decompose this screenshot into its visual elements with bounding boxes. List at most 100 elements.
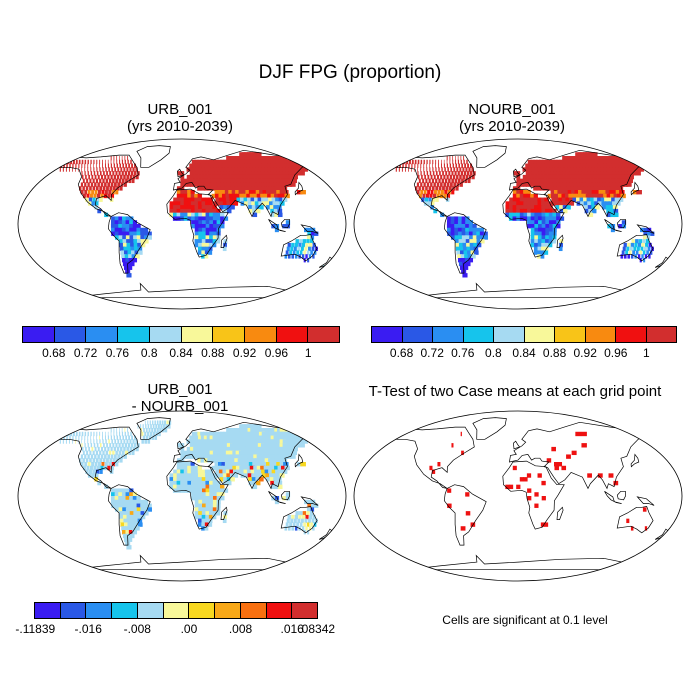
- map-nourb: [353, 138, 683, 310]
- colorbar-tick-label: .00: [180, 622, 198, 636]
- coastline-australia: [280, 506, 318, 534]
- colorbar-tick-label: 0.88: [542, 346, 567, 360]
- colorbar-tick-label: 0.8: [140, 346, 158, 360]
- coastline-uk: [513, 440, 521, 450]
- colorbar-swatch: [60, 603, 87, 618]
- coastline-greenland: [472, 145, 507, 168]
- coastline-indonesia: [268, 219, 286, 232]
- coastline-africa: [166, 460, 229, 530]
- coastline-antarctica: [406, 554, 633, 571]
- coastline-uk: [513, 168, 521, 178]
- coastline-borneo: [616, 490, 626, 501]
- colorbar-swatch: [646, 327, 676, 342]
- significance-note: Cells are significant at 0.1 level: [442, 613, 608, 627]
- colorbar-swatch: [54, 327, 87, 342]
- coastline-madagascar: [556, 506, 564, 520]
- colorbar-tick-label: 0.84: [512, 346, 536, 360]
- map-border: [17, 410, 347, 582]
- colorbar-tick-label: -.11839: [15, 622, 56, 636]
- coastline-samerica: [107, 212, 151, 274]
- colorbar-swatch: [292, 603, 318, 618]
- coastline-africa: [502, 188, 565, 258]
- coastline-borneo: [280, 490, 290, 501]
- colorbar-swatches: [371, 326, 677, 343]
- coastline-greenland: [136, 417, 171, 440]
- coastline-madagascar: [220, 506, 228, 520]
- map-ttest: [353, 410, 683, 582]
- coastline-borneo: [616, 218, 626, 229]
- colorbar-tick-label: 0.76: [451, 346, 475, 360]
- colorbar-diff: -.11839 -.016 -.008 .00 .008 .016.08342: [15, 602, 335, 636]
- colorbar-tick-label: .008: [228, 622, 253, 636]
- colorbar-tick-label: 0.68: [42, 346, 66, 360]
- colorbar-swatch: [372, 327, 403, 342]
- coastline-namerica: [57, 154, 139, 217]
- colorbar-swatch: [524, 327, 555, 342]
- colorbar-tick-label: 0.72: [420, 346, 444, 360]
- colorbar-swatch: [163, 603, 190, 618]
- map-cells: [59, 152, 331, 278]
- coastline-japan: [630, 453, 640, 468]
- coastline-newguinea: [300, 496, 319, 506]
- map-diff: [17, 410, 347, 582]
- map-cells: [59, 420, 331, 550]
- coastline-greenland: [136, 145, 171, 168]
- coastline-indonesia: [604, 219, 622, 232]
- colorbar-swatch: [433, 327, 464, 342]
- coastline-samerica: [107, 484, 151, 546]
- colorbar-swatch: [112, 603, 138, 618]
- colorbar-tick-label: 0.8: [485, 346, 502, 360]
- coastline-australia: [616, 234, 654, 262]
- coastline-japan: [294, 181, 304, 196]
- colorbar-tick-label: 0.72: [73, 346, 98, 360]
- coastline-newguinea: [300, 224, 319, 234]
- panel-title-nourb: NOURB_001 (yrs 2010-2039): [459, 101, 565, 135]
- colorbar-swatch: [189, 603, 216, 618]
- colorbar-tick-label: 0.96: [264, 346, 289, 360]
- coastline-eurasia: [172, 149, 312, 218]
- coastline-eurasia: [508, 421, 648, 490]
- colorbar-swatch: [240, 603, 267, 618]
- colorbar-swatch: [463, 327, 494, 342]
- coastline-borneo: [280, 218, 290, 229]
- coastline-japan: [630, 181, 640, 196]
- colorbar-tick-label: .016: [280, 622, 304, 636]
- coastline-africa: [502, 460, 565, 530]
- coastline-uk: [177, 440, 185, 450]
- panel-title-diff: URB_001 - NOURB_001: [131, 381, 229, 415]
- colorbar-tick-label: 1: [304, 346, 312, 360]
- coastline-indonesia: [268, 491, 286, 504]
- colorbar-swatch: [118, 327, 150, 342]
- colorbar-tick-label: 0.68: [389, 346, 414, 360]
- coastline-japan: [294, 453, 304, 468]
- colorbar-tick-label: 1: [643, 346, 650, 360]
- coastline-newguinea: [636, 496, 655, 506]
- colorbar-swatch: [266, 603, 293, 618]
- colorbar-tick-label: 0.88: [201, 346, 225, 360]
- colorbar-swatch: [585, 327, 616, 342]
- coastline-uk: [177, 168, 185, 178]
- colorbar-swatch: [86, 603, 113, 618]
- coastline-antarctica: [70, 554, 297, 571]
- figure-title: DJF FPG (proportion): [258, 62, 442, 83]
- panel-title-urb: URB_001 (yrs 2010-2039): [127, 101, 233, 135]
- colorbar-tick-label: 0.92: [573, 346, 597, 360]
- colorbar-swatch: [215, 603, 241, 618]
- colorbar-swatch: [23, 327, 55, 342]
- map-urb: [17, 138, 347, 310]
- coastline-namerica: [393, 426, 475, 489]
- colorbar-swatch: [137, 603, 164, 618]
- colorbar-swatch: [616, 327, 647, 342]
- map-border: [17, 138, 347, 310]
- colorbar-swatch: [244, 327, 277, 342]
- colorbar-swatch: [86, 327, 119, 342]
- colorbar-tick-label: 0.84: [169, 346, 193, 360]
- map-border: [353, 410, 683, 582]
- map-border: [353, 138, 683, 310]
- coastline-samerica: [443, 212, 487, 274]
- panel-title-ttest: T-Test of two Case means at each grid po…: [368, 383, 662, 400]
- coastline-indonesia: [604, 491, 622, 504]
- coastline-antarctica: [406, 282, 633, 299]
- colorbar-swatch: [35, 603, 61, 618]
- colorbar-swatches: [34, 602, 318, 619]
